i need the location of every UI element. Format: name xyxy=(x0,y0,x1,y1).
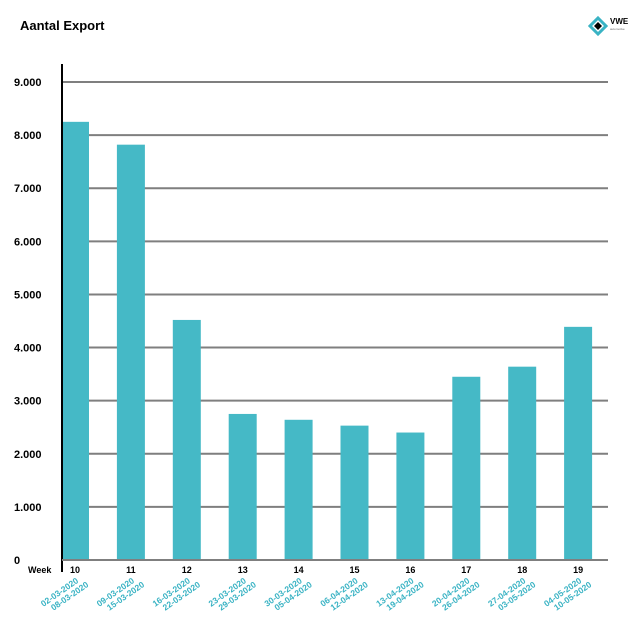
vwe-logo-icon xyxy=(588,16,609,36)
y-tick-label: 4.000 xyxy=(14,343,42,355)
y-tick-label: 1.000 xyxy=(14,502,42,514)
x-tick-week: 16 xyxy=(405,565,415,575)
y-tick-label: 6.000 xyxy=(14,236,42,248)
x-axis-week-label: Week xyxy=(28,565,52,575)
y-tick-label: 9.000 xyxy=(14,77,42,89)
x-tick-week: 18 xyxy=(517,565,527,575)
bar-week-18 xyxy=(508,366,537,560)
y-tick-label: 3.000 xyxy=(14,396,42,408)
y-tick-label: 0 xyxy=(14,555,20,567)
bar-week-16 xyxy=(396,432,425,560)
logo-text: VWE xyxy=(610,17,629,26)
x-tick-week: 19 xyxy=(573,565,583,575)
x-tick-week: 12 xyxy=(182,565,192,575)
bar-week-15 xyxy=(340,425,369,560)
bar-week-11 xyxy=(116,144,145,560)
logo-subtext: automotive xyxy=(610,27,625,31)
bar-week-12 xyxy=(172,319,201,560)
bar-week-14 xyxy=(284,419,313,560)
y-tick-label: 2.000 xyxy=(14,449,42,461)
x-tick-week: 11 xyxy=(126,565,136,575)
bar-week-13 xyxy=(228,413,257,560)
bar-week-19 xyxy=(564,326,593,560)
x-tick-week: 15 xyxy=(349,565,359,575)
y-tick-label: 7.000 xyxy=(14,183,42,195)
x-tick-week: 13 xyxy=(238,565,248,575)
x-tick-week: 17 xyxy=(461,565,471,575)
x-tick-week: 10 xyxy=(70,565,80,575)
bar-week-17 xyxy=(452,376,481,560)
y-tick-label: 8.000 xyxy=(14,130,42,142)
y-tick-label: 5.000 xyxy=(14,289,42,301)
chart-title: Aantal Export xyxy=(20,18,105,33)
x-tick-week: 14 xyxy=(294,565,304,575)
bar-week-10 xyxy=(61,121,89,560)
